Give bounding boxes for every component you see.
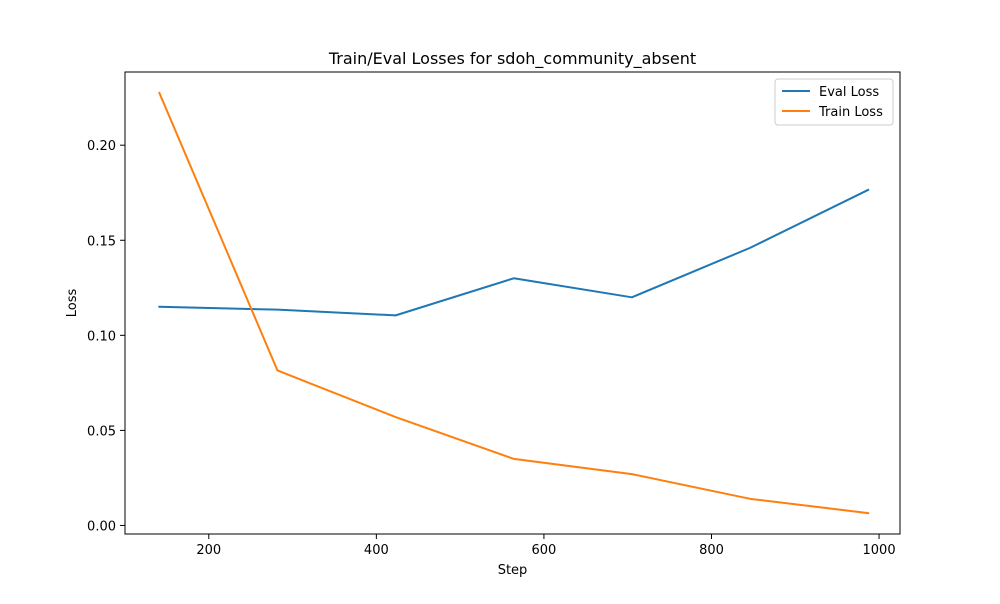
legend: Eval Loss Train Loss <box>774 78 894 126</box>
y-axis-label: Loss <box>65 289 80 318</box>
x-tick-label: 800 <box>699 543 724 558</box>
legend-label-1: Eval Loss <box>819 85 879 100</box>
x-tick-label: 400 <box>364 543 389 558</box>
series-line-2 <box>158 91 870 515</box>
x-tick-label: 200 <box>196 543 221 558</box>
x-axis-label: Step <box>498 563 528 578</box>
y-tick-label: 0.20 <box>87 139 116 154</box>
y-tick-label: 0.10 <box>87 329 116 344</box>
plot-background <box>125 72 900 534</box>
chart-title: Train/Eval Losses for sdoh_community_abs… <box>328 49 696 69</box>
x-tick-label: 1000 <box>863 543 896 558</box>
y-tick-label: 0.05 <box>87 424 116 439</box>
series-line-1 <box>158 188 870 317</box>
plot-area <box>125 72 900 534</box>
series-lines <box>158 91 870 515</box>
y-tick-label: 0.00 <box>87 519 116 534</box>
x-tick-label: 600 <box>532 543 557 558</box>
legend-label-2: Train Loss <box>818 105 883 120</box>
axes: 200 400 600 800 1000 0.00 0.05 0.10 0.15 0.20 <box>87 71 901 558</box>
y-tick-label: 0.15 <box>87 234 116 249</box>
axes-frame <box>124 71 901 535</box>
